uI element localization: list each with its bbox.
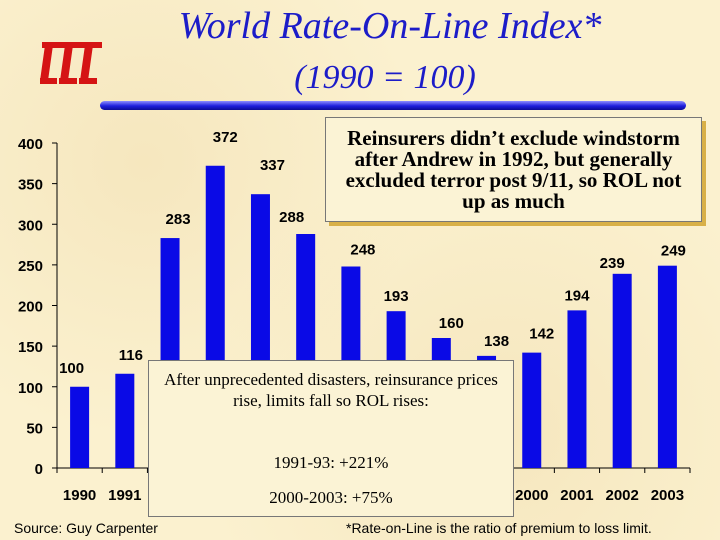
y-tick-label: 50 bbox=[26, 420, 43, 437]
data-label-1997: 193 bbox=[384, 288, 409, 305]
x-tick-label-2002: 2002 bbox=[605, 487, 638, 504]
data-label-1995: 288 bbox=[279, 209, 304, 226]
footnote: *Rate-on-Line is the ratio of premium to… bbox=[346, 520, 652, 536]
data-label-2003: 249 bbox=[661, 243, 686, 260]
callout-change-2000-03: 2000-2003: +75% bbox=[269, 488, 393, 507]
y-tick-label: 400 bbox=[18, 136, 43, 153]
data-label-1998: 160 bbox=[439, 315, 464, 332]
x-tick-label-1990: 1990 bbox=[63, 487, 96, 504]
data-label-1996: 248 bbox=[350, 242, 375, 259]
data-label-1990: 100 bbox=[59, 360, 84, 377]
x-tick-label-2003: 2003 bbox=[651, 487, 684, 504]
bar-1991 bbox=[115, 373, 135, 468]
source-note: Source: Guy Carpenter bbox=[14, 520, 158, 536]
y-tick-label: 250 bbox=[18, 258, 43, 275]
data-label-2001: 194 bbox=[564, 287, 590, 304]
y-tick-label: 100 bbox=[18, 380, 43, 397]
callout-reinsurers-text: Reinsurers didn’t exclude windstorm afte… bbox=[345, 125, 682, 213]
data-label-1991: 116 bbox=[119, 347, 143, 364]
data-label-1999: 138 bbox=[484, 333, 509, 350]
page-subtitle: (1990 = 100) bbox=[294, 59, 476, 96]
data-label-1993: 372 bbox=[213, 129, 238, 146]
bar-1990 bbox=[70, 386, 90, 468]
data-label-1992: 283 bbox=[166, 211, 191, 228]
x-tick-label-1991: 1991 bbox=[108, 487, 141, 504]
bar-2003 bbox=[657, 265, 677, 468]
y-tick-label: 0 bbox=[35, 461, 43, 478]
data-label-2000: 142 bbox=[529, 326, 554, 343]
data-label-1994: 337 bbox=[260, 157, 285, 174]
callout-disasters-text: After unprecedented disasters, reinsuran… bbox=[164, 370, 498, 410]
page-title: World Rate-On-Line Index* bbox=[178, 5, 602, 47]
three-i-logo bbox=[40, 42, 102, 84]
bar-2000 bbox=[522, 352, 542, 468]
callout-change-1991-93: 1991-93: +221% bbox=[273, 453, 389, 472]
x-tick-label-2001: 2001 bbox=[560, 487, 593, 504]
x-tick-label-2000: 2000 bbox=[515, 487, 548, 504]
callout-disasters: After unprecedented disasters, reinsuran… bbox=[148, 360, 514, 517]
data-label-2002: 239 bbox=[600, 255, 625, 272]
y-tick-label: 150 bbox=[18, 339, 43, 356]
y-tick-label: 350 bbox=[18, 177, 43, 194]
callout-reinsurers: Reinsurers didn’t exclude windstorm afte… bbox=[325, 117, 702, 222]
bar-2002 bbox=[612, 273, 632, 468]
bar-2001 bbox=[567, 310, 587, 468]
title-rule bbox=[100, 101, 686, 110]
y-tick-label: 200 bbox=[18, 299, 43, 316]
y-tick-label: 300 bbox=[18, 217, 43, 234]
